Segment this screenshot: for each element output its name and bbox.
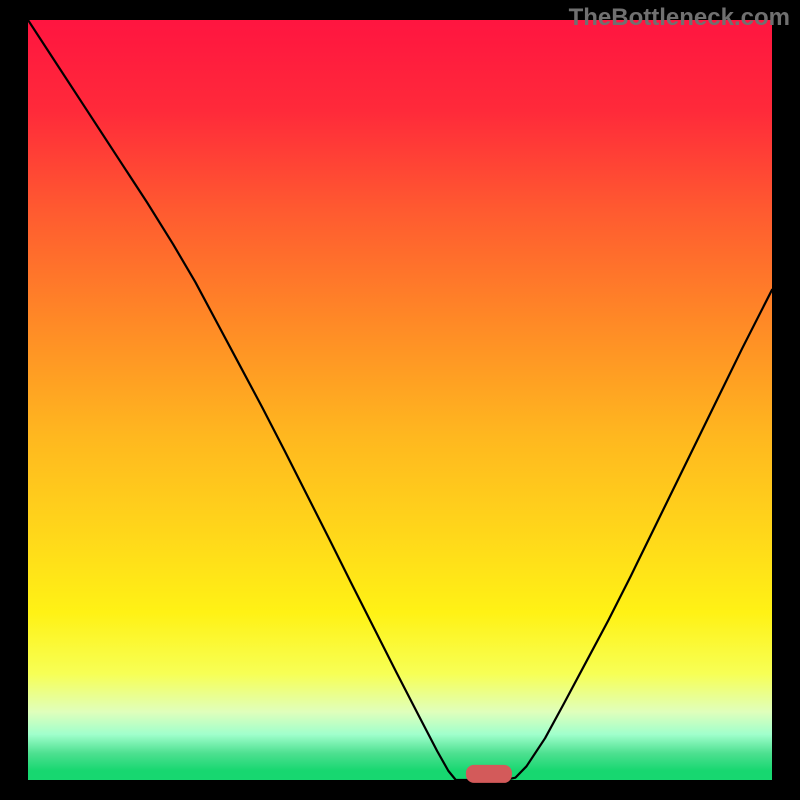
plot-area — [28, 20, 772, 780]
valley-marker — [466, 764, 512, 782]
bottleneck-chart: TheBottleneck.com — [0, 0, 800, 800]
curve-svg — [28, 20, 772, 780]
watermark-text: TheBottleneck.com — [569, 4, 790, 32]
